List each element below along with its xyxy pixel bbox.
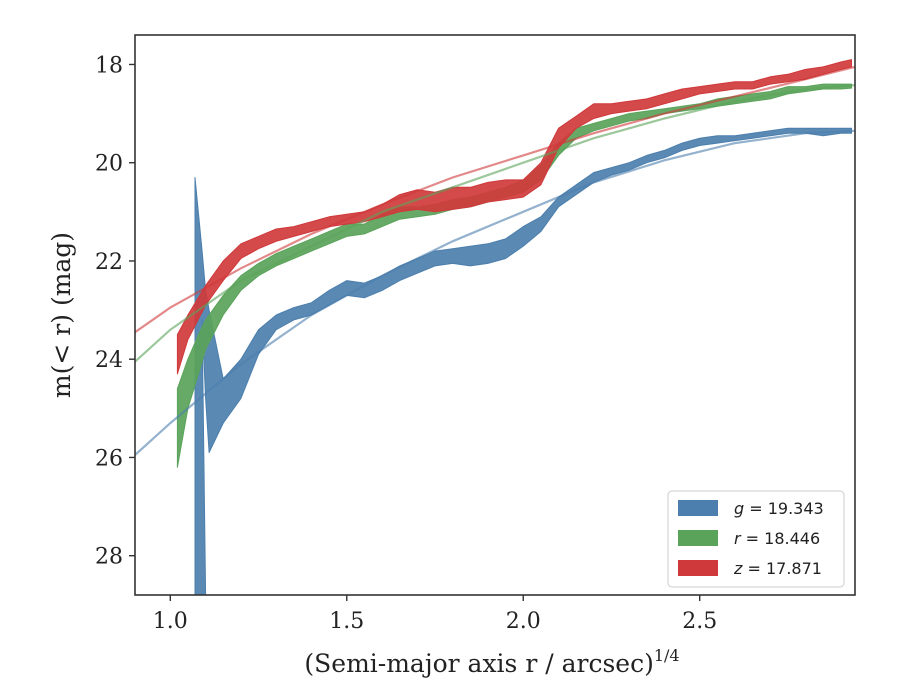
x-tick-label: 1.0 [153,609,188,634]
legend: g = 19.343 r = 18.446 z = 17.871 [667,490,845,588]
legend-swatch-z [678,560,718,576]
fit-line-g [135,129,855,456]
fit-line-r [135,84,855,363]
x-tick-label: 2.5 [682,609,717,634]
x-tick-label: 1.5 [329,609,364,634]
y-tick-label: 20 [95,152,123,177]
legend-value-g: 19.343 [768,499,824,518]
fit-line-z [135,65,855,334]
legend-label-g: g = 19.343 [734,499,824,518]
x-tick-label: 2.0 [506,609,541,634]
plot-frame [134,34,856,596]
legend-eq-g: = [744,499,768,518]
x-axis-label-main: (Semi-major axis r / arcsec) [304,649,653,678]
x-axis-label-exponent: 1/4 [654,646,680,665]
legend-label-z: z = 17.871 [733,559,822,578]
y-tick-label: 28 [95,545,123,570]
legend-var-r: r [734,529,742,548]
legend-eq-z: = [742,559,766,578]
x-axis-label: (Semi-major axis r / arcsec)1/4 [304,646,679,678]
legend-var-z: z [733,559,743,578]
legend-value-z: 17.871 [766,559,822,578]
y-tick-label: 22 [95,250,123,275]
y-axis-label: m(< r) (mag) [47,232,76,398]
series-layer [135,59,855,595]
y-tick-label: 26 [95,446,123,471]
legend-swatch-r [678,530,718,546]
y-tick-label: 18 [95,53,123,78]
legend-swatch-g [678,500,718,516]
legend-eq-r: = [741,529,765,548]
legend-var-g: g [734,499,744,518]
y-axis-ticks: 18 20 22 24 26 28 [95,53,135,570]
x-axis-ticks: 1.0 1.5 2.0 2.5 [153,595,717,634]
legend-value-r: 18.446 [764,529,820,548]
legend-label-r: r = 18.446 [734,529,820,548]
y-tick-label: 24 [95,348,123,373]
